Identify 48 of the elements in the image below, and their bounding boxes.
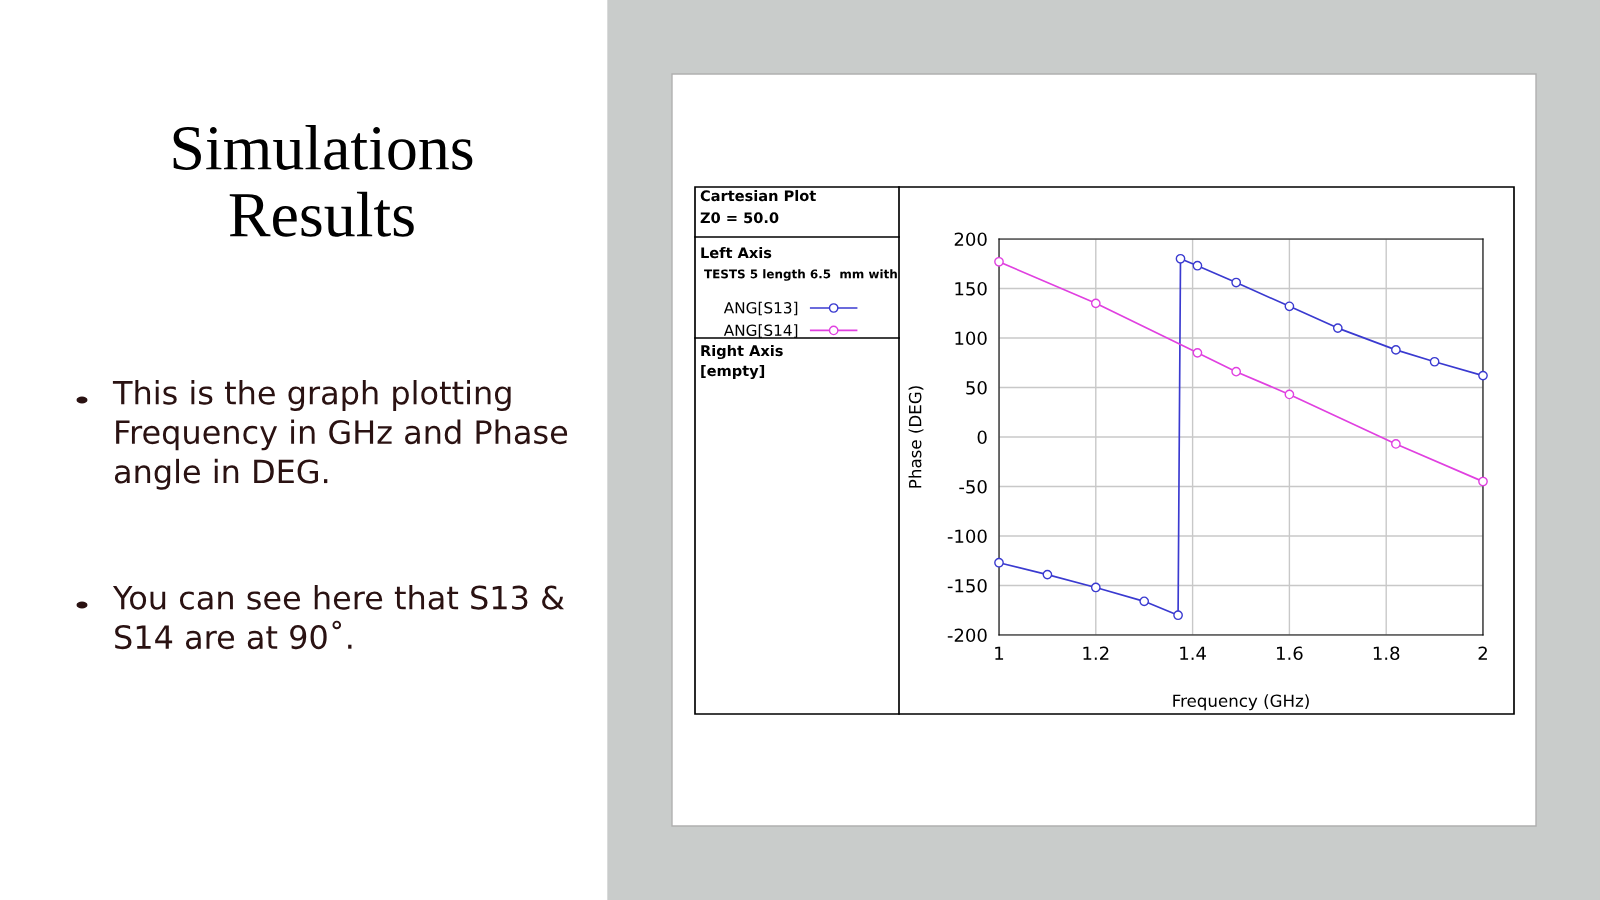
point xyxy=(1391,439,1401,449)
point xyxy=(1429,356,1440,367)
legend-label: ANG[S13] xyxy=(723,301,798,316)
text: Cartesian Plot xyxy=(700,189,816,202)
y-axis-title: Phase (DEG) xyxy=(908,386,924,488)
x-axis-title: Frequency (GHz) xyxy=(1173,694,1309,711)
x-tick-label: 1.8 xyxy=(1373,646,1400,661)
point xyxy=(1139,596,1150,607)
point xyxy=(1284,301,1295,312)
text: Z0 = 50.0 xyxy=(700,212,779,224)
point xyxy=(1332,323,1343,333)
point xyxy=(1090,298,1101,309)
x-tick-label: 1.2 xyxy=(1083,646,1109,660)
text: [empty] xyxy=(701,364,765,380)
point xyxy=(1175,253,1186,264)
y-tick-label: -150 xyxy=(947,578,987,593)
x-tick-label: 1.6 xyxy=(1277,646,1303,661)
point xyxy=(1231,277,1242,288)
y-tick-label: 200 xyxy=(954,232,987,247)
point xyxy=(994,256,1004,267)
y-tick-label: 150 xyxy=(955,281,987,296)
text: You can see here that S13 & S14 are at 90˚. xyxy=(112,585,565,650)
y-tick-label: 100 xyxy=(955,331,987,346)
x-tick-label: 1 xyxy=(995,646,1004,660)
y-tick-label: 50 xyxy=(966,380,987,395)
text: Right Axis xyxy=(701,344,783,360)
point xyxy=(1192,347,1203,358)
point xyxy=(994,557,1004,568)
point xyxy=(1173,610,1183,621)
y-tick-label: -200 xyxy=(947,628,987,643)
y-tick-label: -100 xyxy=(947,529,987,544)
y-tick-label: 0 xyxy=(977,430,987,445)
point xyxy=(1090,582,1101,593)
point xyxy=(1192,260,1203,271)
text: This is the graph plotting Frequency in GHz and Phase angle in DEG. xyxy=(112,380,568,490)
point xyxy=(1478,370,1488,381)
x-tick-label: 1.4 xyxy=(1180,646,1206,660)
point xyxy=(1284,389,1295,400)
point xyxy=(1478,476,1488,487)
y-tick-label: -50 xyxy=(959,479,987,494)
x-tick-label: 2 xyxy=(1478,646,1487,660)
text: Left Axis xyxy=(701,246,772,259)
text: TESTS 5 length 6.5 mm with xyxy=(704,269,897,281)
point xyxy=(1042,569,1053,580)
point xyxy=(1231,366,1242,377)
point xyxy=(1391,345,1401,355)
legend-label: ANG[S14] xyxy=(723,324,798,338)
text: Simulations Results xyxy=(173,125,473,237)
